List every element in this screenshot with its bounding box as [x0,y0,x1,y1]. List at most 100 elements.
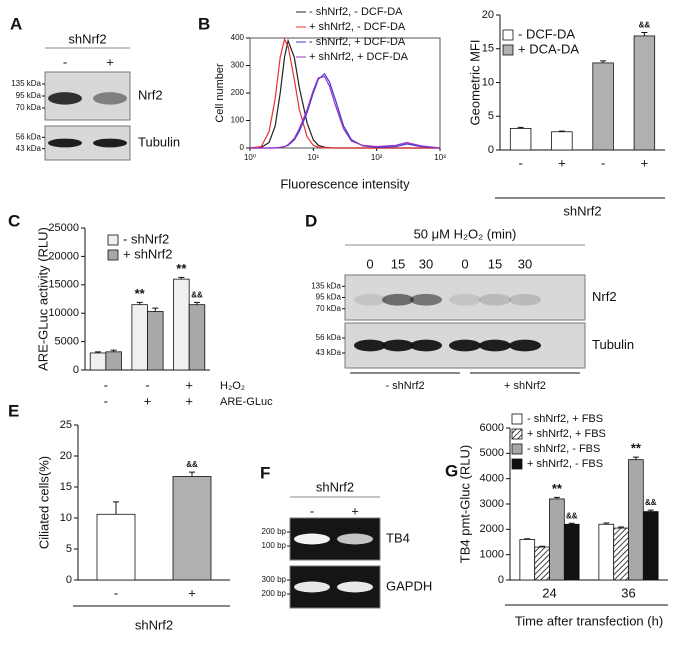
error-bar [600,60,607,63]
x-tick-label: 36 [621,585,635,600]
blot-label: Tubulin [592,337,634,352]
y-tick-label: 0 [73,364,79,376]
legend-label: - shNrf2, - FBS [527,443,600,455]
condition-value: + [185,377,193,392]
x-tick-label: 10² [371,153,383,162]
bar [96,513,136,581]
bar [105,351,122,371]
bar [147,311,164,371]
x-axis-label: Time after transfection (h) [515,613,663,628]
x-tick-label: 24 [542,585,556,600]
error-bar [618,526,625,529]
y-tick-label: 15 [482,43,494,55]
size-marker: 70 kDa [16,103,42,112]
x-axis-label: shNrf2 [135,617,173,632]
error-bar [641,32,648,36]
blot-label: Nrf2 [138,87,163,102]
y-tick-label: 1000 [480,549,504,561]
band [410,293,442,306]
y-tick-label: 0 [240,143,245,152]
x-tick-label: - [601,155,605,170]
y-tick-label: 5000 [480,447,504,459]
legend-swatch [511,413,523,425]
x-tick-label: + [558,155,566,170]
error-bar [553,496,560,499]
y-tick-label: 10 [482,76,494,88]
bar [628,459,644,581]
y-tick-label: 25 [60,419,72,431]
error-bar [110,349,117,352]
lane-label: + [351,503,359,518]
x-tick-label: - [114,585,118,600]
panel-label: C [8,211,20,230]
y-tick-label: 5000 [55,336,79,348]
legend-swatch [107,249,119,261]
band [449,293,481,306]
legend-swatch [511,443,523,455]
blot-label: TB4 [386,530,410,545]
y-tick-label: 15000 [48,279,79,291]
y-tick-label: 3000 [480,498,504,510]
y-tick-label: 5 [488,110,494,122]
blot-label: Tubulin [138,134,180,149]
legend-label: - shNrf2 [123,231,169,246]
band [337,533,373,545]
panel-label: G [445,461,458,480]
error-bar [189,471,195,477]
blot-image [44,71,131,121]
group-label: + shNrf2 [504,380,546,392]
error-bar [603,522,610,525]
blot-label: Nrf2 [592,289,617,304]
lane-label: + [106,54,114,69]
size-marker: 300 bp [262,575,287,584]
legend-label: - shNrf2, + DCF-DA [309,36,406,48]
error-bar [524,538,531,540]
band [294,533,330,545]
bar [642,511,659,581]
y-tick-label: 300 [231,61,245,70]
panel-label: D [305,211,317,230]
panel-label: B [198,14,210,33]
lane-label: - [63,54,67,69]
blot-header: shNrf2 [68,31,106,46]
bar [598,523,615,581]
error-bar [193,301,200,305]
y-tick-label: 25000 [48,222,79,234]
size-marker: 100 bp [262,541,287,550]
y-tick-label: 200 [231,88,245,97]
bar [534,546,550,581]
y-tick-label: 0 [498,574,504,586]
band [337,581,373,593]
legend-label: + shNrf2, + DCF-DA [309,51,409,63]
condition-value: - [104,377,108,392]
y-tick-label: 20000 [48,250,79,262]
significance-mark: ** [631,441,642,456]
error-bar [647,509,654,512]
y-tick-label: 15 [60,481,72,493]
size-marker: 70 kDa [316,304,342,313]
size-marker: 200 bp [262,589,287,598]
legend-swatch [502,44,514,56]
band [48,138,82,148]
panel-label: F [260,463,270,482]
size-marker: 56 kDa [16,132,42,141]
significance-mark: && [186,460,198,469]
error-bar [136,301,143,305]
bar [633,35,656,151]
x-axis-label: Fluorescence intensity [280,176,410,191]
error-bar [152,307,159,312]
y-tick-label: 6000 [480,422,504,434]
blot-label: GAPDH [386,578,432,593]
bar [89,352,107,371]
y-tick-label: 20 [482,9,494,21]
y-axis-label: Ciliated cells(%) [36,456,51,549]
series-line [250,75,441,149]
x-tick-label: + [188,585,196,600]
lane-label: 30 [419,256,433,271]
bar [519,539,536,581]
condition-label: ARE-GLuc [220,396,273,408]
lane-label: 0 [461,256,468,271]
size-marker: 200 bp [262,527,287,536]
legend-swatch [502,29,514,41]
y-tick-label: 100 [231,116,245,125]
